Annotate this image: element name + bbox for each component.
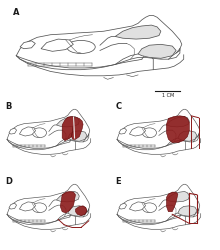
Circle shape [32,203,46,213]
Polygon shape [9,203,16,209]
Polygon shape [19,202,36,211]
Polygon shape [129,202,146,211]
Polygon shape [138,44,176,58]
Polygon shape [68,206,87,216]
Text: D: D [5,177,12,186]
Polygon shape [115,25,161,39]
Polygon shape [19,127,36,136]
Polygon shape [178,131,197,141]
Polygon shape [20,41,35,49]
Polygon shape [72,117,83,139]
Text: 1 CM: 1 CM [162,93,174,98]
Polygon shape [57,116,79,127]
Text: A: A [13,8,19,17]
Polygon shape [129,127,146,136]
Polygon shape [119,203,126,209]
Polygon shape [57,192,79,202]
Polygon shape [75,206,87,216]
Polygon shape [167,116,189,142]
Polygon shape [119,128,126,134]
Circle shape [32,128,46,138]
Polygon shape [167,192,178,212]
Text: C: C [115,102,121,111]
Polygon shape [9,128,16,134]
Polygon shape [60,192,75,213]
Polygon shape [167,192,189,202]
Polygon shape [68,131,87,141]
Circle shape [142,128,156,138]
Text: E: E [115,177,121,186]
Polygon shape [178,206,197,216]
Circle shape [142,203,156,213]
Text: B: B [5,102,12,111]
Circle shape [67,40,95,54]
Polygon shape [167,116,189,127]
Polygon shape [41,39,73,51]
Polygon shape [62,116,75,140]
